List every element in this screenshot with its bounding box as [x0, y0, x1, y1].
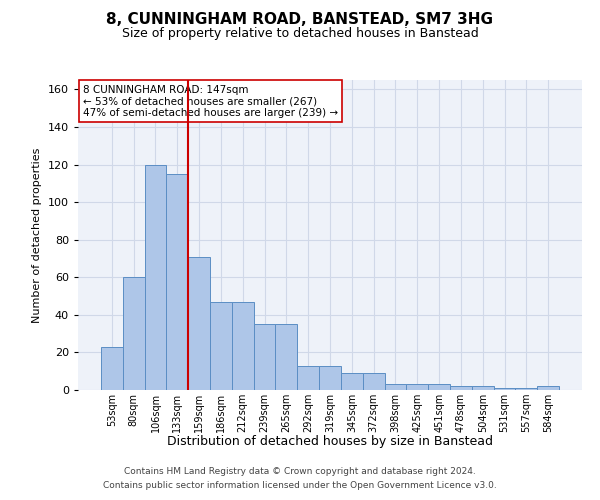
Text: Size of property relative to detached houses in Banstead: Size of property relative to detached ho… — [122, 28, 478, 40]
Bar — [450, 386, 472, 390]
Text: Distribution of detached houses by size in Banstead: Distribution of detached houses by size … — [167, 435, 493, 448]
Bar — [166, 174, 188, 390]
Bar — [363, 373, 385, 390]
Bar — [188, 256, 210, 390]
Bar — [232, 302, 254, 390]
Bar — [428, 384, 450, 390]
Text: 8, CUNNINGHAM ROAD, BANSTEAD, SM7 3HG: 8, CUNNINGHAM ROAD, BANSTEAD, SM7 3HG — [107, 12, 493, 28]
Bar — [537, 386, 559, 390]
Bar — [515, 388, 537, 390]
Bar — [319, 366, 341, 390]
Text: 8 CUNNINGHAM ROAD: 147sqm
← 53% of detached houses are smaller (267)
47% of semi: 8 CUNNINGHAM ROAD: 147sqm ← 53% of detac… — [83, 84, 338, 118]
Bar — [472, 386, 494, 390]
Text: Contains HM Land Registry data © Crown copyright and database right 2024.: Contains HM Land Registry data © Crown c… — [124, 468, 476, 476]
Bar — [101, 347, 123, 390]
Bar — [145, 164, 166, 390]
Bar — [297, 366, 319, 390]
Bar — [123, 278, 145, 390]
Bar — [385, 384, 406, 390]
Bar — [406, 384, 428, 390]
Bar — [275, 324, 297, 390]
Bar — [254, 324, 275, 390]
Bar — [341, 373, 363, 390]
Text: Contains public sector information licensed under the Open Government Licence v3: Contains public sector information licen… — [103, 481, 497, 490]
Bar — [210, 302, 232, 390]
Y-axis label: Number of detached properties: Number of detached properties — [32, 148, 42, 322]
Bar — [494, 388, 515, 390]
